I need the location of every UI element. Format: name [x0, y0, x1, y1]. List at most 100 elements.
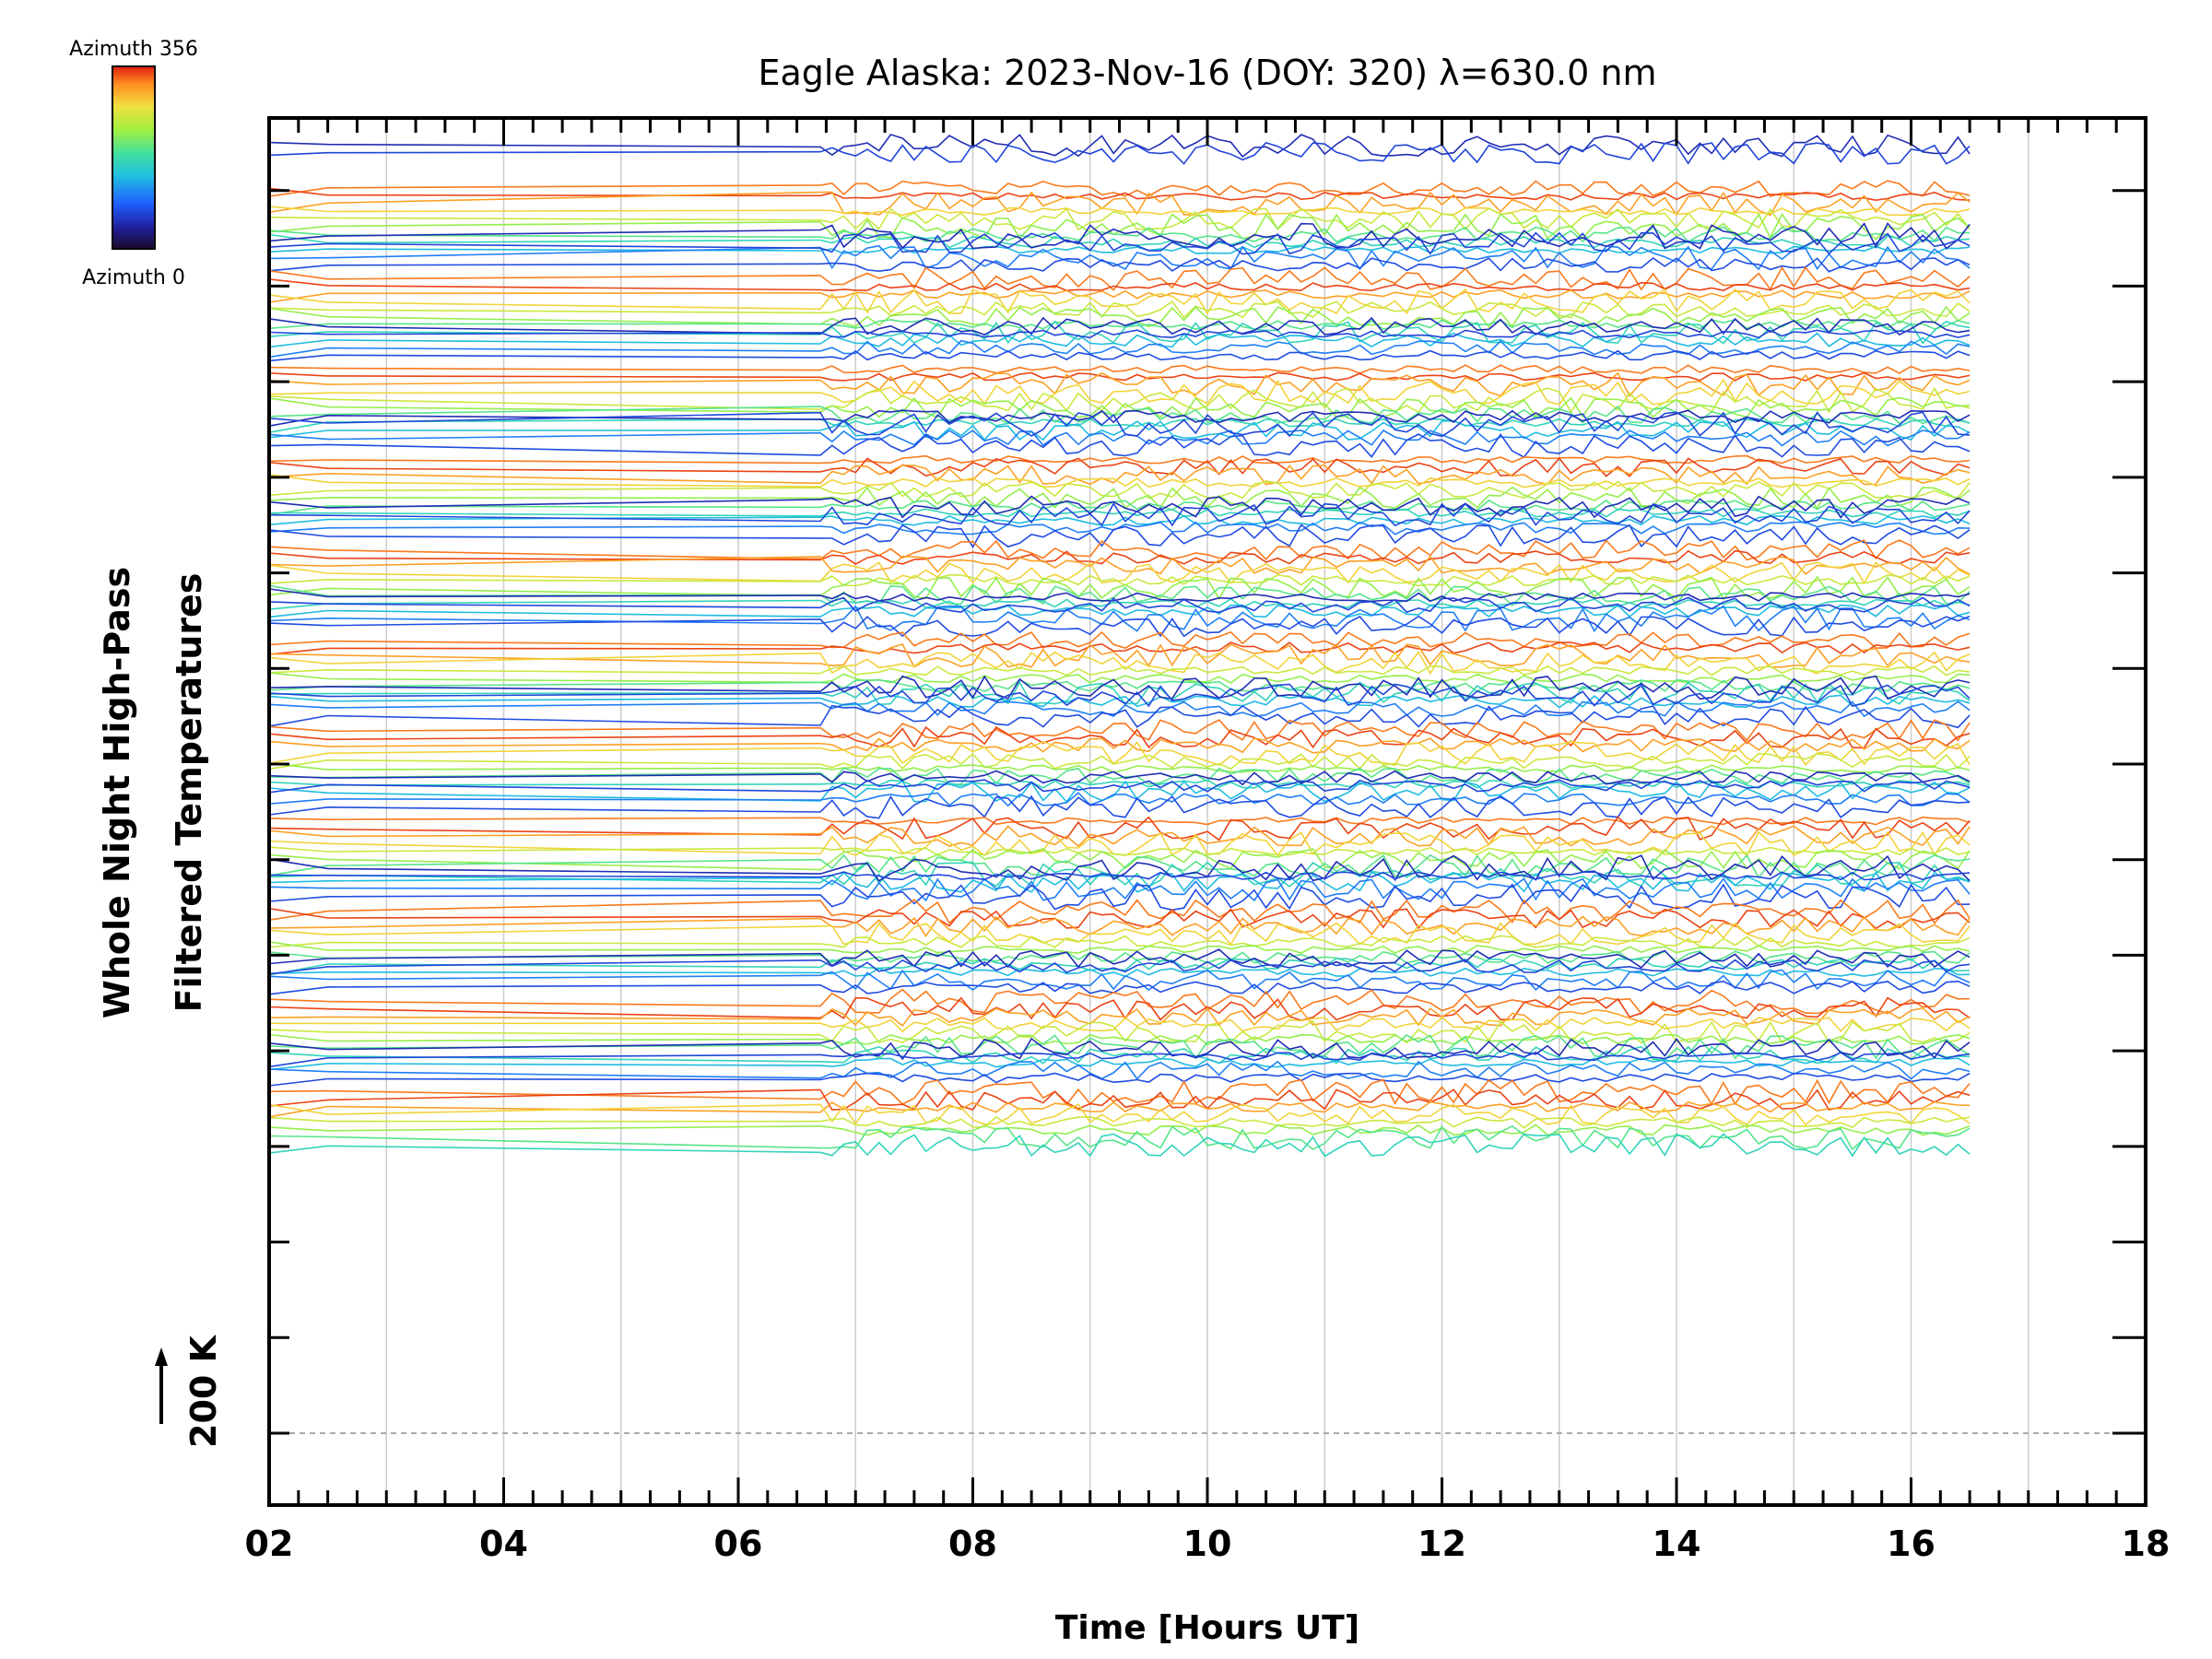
series-line: [269, 221, 1971, 250]
series-line: [269, 883, 1971, 912]
series-line: [269, 486, 1971, 510]
series-line: [269, 1078, 1971, 1106]
series-line: [269, 134, 1971, 159]
series-line: [269, 1037, 1971, 1061]
series-line: [269, 364, 1971, 374]
series-line: [269, 524, 1971, 549]
scale-indicator: 200 K: [155, 1334, 224, 1448]
series-line: [269, 501, 1971, 527]
series-line: [269, 378, 1971, 406]
series-line: [269, 464, 1971, 486]
y-axis-label-line1: Whole Night High-Pass: [97, 567, 137, 1018]
series-line: [269, 316, 1971, 336]
x-tick-labels: 02 04 06 08 10 12 14 16 18: [245, 1524, 2171, 1564]
x-tick-label: 06: [714, 1524, 763, 1564]
series-line: [269, 141, 1971, 165]
series-line: [269, 574, 1971, 587]
series-line: [269, 915, 1971, 937]
series-line: [269, 319, 1971, 331]
series-line: [269, 212, 1971, 241]
series-line: [269, 226, 1971, 243]
series-line: [269, 1133, 1971, 1158]
series-line: [269, 853, 1971, 879]
series-line: [269, 371, 1971, 382]
series-line: [269, 1016, 1971, 1032]
series-line: [269, 680, 1971, 706]
series-line: [269, 779, 1971, 794]
series-line: [269, 694, 1971, 709]
x-tick-label: 16: [1887, 1524, 1936, 1564]
series-line: [269, 665, 1971, 677]
series-line: [269, 386, 1971, 414]
series-line: [269, 339, 1971, 359]
x-tick-label: 18: [2122, 1524, 2171, 1564]
x-tick-label: 04: [479, 1524, 528, 1564]
series-line: [269, 725, 1971, 749]
series-line: [269, 700, 1971, 718]
series-line: [269, 371, 1971, 398]
colorbar: Azimuth 356 Azimuth 0: [69, 38, 198, 289]
series-line: [269, 794, 1971, 819]
series-line: [269, 643, 1971, 668]
series-line: [269, 306, 1971, 328]
series-line: [269, 555, 1971, 575]
series-line: [269, 996, 1971, 1021]
series-line: [269, 456, 1971, 477]
x-tick-label: 14: [1653, 1524, 1701, 1564]
series-line: [269, 948, 1971, 969]
series-line: [269, 959, 1971, 975]
series-line: [269, 767, 1971, 786]
series-line: [269, 780, 1971, 804]
series-line: [269, 514, 1971, 526]
series-line: [269, 278, 1971, 292]
series-line: [269, 207, 1971, 231]
series-line: [269, 480, 1971, 500]
series-line: [269, 180, 1971, 198]
series-line: [269, 651, 1971, 676]
series-line: [269, 584, 1971, 606]
series-line: [269, 740, 1971, 767]
series-line: [269, 770, 1971, 786]
series-line: [269, 672, 1971, 684]
series-line: [269, 1060, 1971, 1080]
series-line: [269, 411, 1971, 438]
series-line: [269, 605, 1971, 633]
series-line: [269, 191, 1971, 217]
series-line: [269, 329, 1971, 339]
series-line: [269, 1088, 1971, 1112]
series-line: [269, 615, 1971, 638]
series-line: [269, 1057, 1971, 1071]
series-line: [269, 231, 1971, 255]
series-line: [269, 596, 1971, 614]
colorbar-label-bottom: Azimuth 0: [82, 266, 185, 289]
series-line: [269, 187, 1971, 202]
series-line: [269, 418, 1971, 433]
series-line: [269, 871, 1971, 881]
series-line: [269, 907, 1971, 930]
series-line: [269, 704, 1971, 729]
series-line: [269, 830, 1971, 858]
series-line: [269, 675, 1971, 700]
series-line: [269, 332, 1971, 348]
series-line: [269, 561, 1971, 585]
series-line: [269, 877, 1971, 902]
series-line: [269, 1103, 1971, 1126]
series-line: [269, 816, 1971, 826]
series-line: [269, 825, 1971, 848]
series-line: [269, 1072, 1971, 1087]
series-line: [269, 816, 1971, 841]
series-line: [269, 521, 1971, 535]
x-tick-label: 10: [1183, 1524, 1232, 1564]
x-axis-label: Time [Hours UT]: [1055, 1609, 1359, 1647]
series-line: [269, 206, 1971, 217]
series-line: [269, 630, 1971, 650]
scale-label: 200 K: [183, 1334, 224, 1448]
series-line: [269, 871, 1971, 893]
series-line: [269, 752, 1971, 771]
series-line: [269, 1034, 1971, 1061]
series-line: [269, 1051, 1971, 1068]
series-line: [269, 1020, 1971, 1044]
series-line: [269, 288, 1971, 303]
series-line: [269, 539, 1971, 561]
series-line: [269, 762, 1971, 773]
